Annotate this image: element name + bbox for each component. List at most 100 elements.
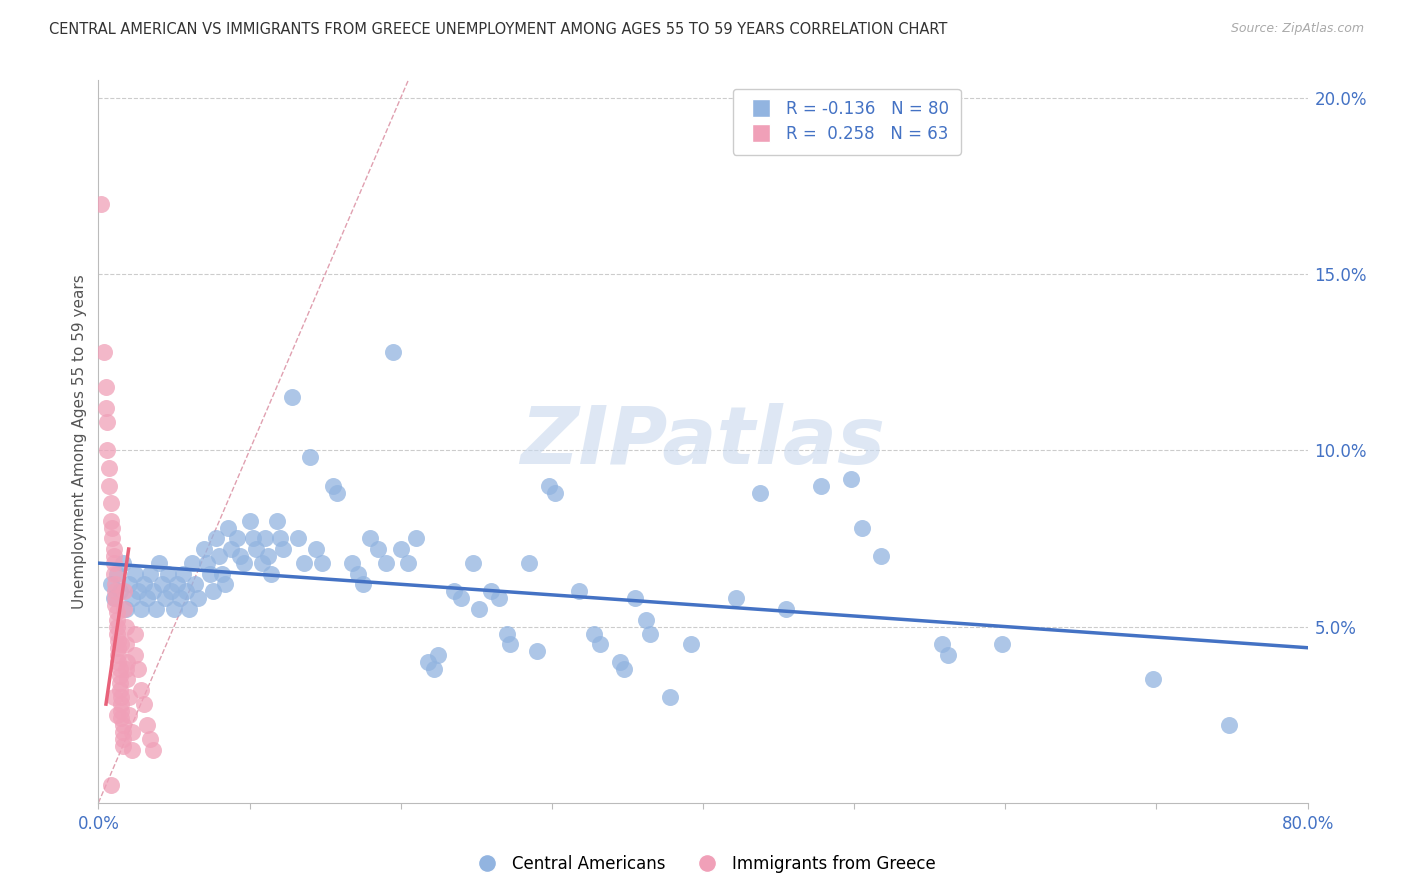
Point	[114, 619, 136, 633]
Point	[98, 461, 121, 475]
Point	[110, 637, 132, 651]
Point	[124, 648, 146, 662]
Point	[103, 566, 125, 581]
Point	[544, 485, 567, 500]
Point	[851, 521, 873, 535]
Point	[100, 778, 122, 792]
Point	[396, 556, 419, 570]
Point	[135, 591, 157, 606]
Point	[108, 662, 131, 676]
Point	[613, 662, 636, 676]
Point	[200, 566, 222, 581]
Point	[124, 626, 146, 640]
Point	[281, 391, 304, 405]
Point	[163, 602, 186, 616]
Point	[352, 577, 374, 591]
Point	[121, 743, 143, 757]
Point	[104, 584, 127, 599]
Point	[118, 690, 141, 704]
Point	[931, 637, 953, 651]
Point	[498, 637, 520, 651]
Point	[111, 725, 134, 739]
Point	[114, 602, 136, 616]
Point	[145, 602, 167, 616]
Point	[94, 401, 117, 415]
Point	[121, 591, 143, 606]
Point	[214, 577, 236, 591]
Point	[450, 591, 472, 606]
Point	[103, 591, 125, 606]
Point	[105, 707, 128, 722]
Point	[205, 532, 228, 546]
Point	[181, 556, 204, 570]
Point	[94, 380, 117, 394]
Point	[239, 514, 262, 528]
Point	[110, 711, 132, 725]
Point	[121, 725, 143, 739]
Point	[172, 566, 194, 581]
Point	[169, 591, 191, 606]
Point	[253, 532, 276, 546]
Point	[374, 556, 396, 570]
Point	[135, 718, 157, 732]
Point	[658, 690, 681, 704]
Point	[174, 584, 197, 599]
Text: ZIPatlas: ZIPatlas	[520, 402, 886, 481]
Point	[208, 549, 231, 563]
Point	[609, 655, 631, 669]
Point	[322, 478, 344, 492]
Point	[839, 471, 862, 485]
Point	[405, 532, 427, 546]
Point	[1142, 673, 1164, 687]
Point	[103, 542, 125, 557]
Point	[142, 743, 165, 757]
Point	[326, 485, 349, 500]
Point	[105, 613, 128, 627]
Point	[118, 577, 141, 591]
Point	[226, 532, 249, 546]
Point	[250, 556, 273, 570]
Point	[468, 602, 491, 616]
Point	[103, 690, 125, 704]
Point	[427, 648, 450, 662]
Point	[104, 591, 127, 606]
Point	[305, 542, 328, 557]
Point	[132, 697, 155, 711]
Point	[111, 556, 134, 570]
Point	[104, 599, 127, 613]
Point	[90, 196, 112, 211]
Point	[105, 626, 128, 640]
Point	[870, 549, 893, 563]
Point	[287, 532, 309, 546]
Point	[193, 542, 215, 557]
Point	[105, 619, 128, 633]
Point	[749, 485, 772, 500]
Legend: R = -0.136   N = 80, R =  0.258   N = 63: R = -0.136 N = 80, R = 0.258 N = 63	[733, 88, 960, 154]
Point	[229, 549, 252, 563]
Point	[166, 577, 188, 591]
Point	[481, 584, 503, 599]
Point	[211, 566, 233, 581]
Point	[139, 732, 162, 747]
Point	[100, 496, 122, 510]
Point	[256, 549, 278, 563]
Point	[271, 542, 294, 557]
Point	[725, 591, 748, 606]
Point	[107, 655, 129, 669]
Point	[589, 637, 612, 651]
Point	[100, 577, 122, 591]
Point	[107, 640, 129, 655]
Point	[382, 344, 405, 359]
Point	[108, 676, 131, 690]
Point	[292, 556, 315, 570]
Text: CENTRAL AMERICAN VS IMMIGRANTS FROM GREECE UNEMPLOYMENT AMONG AGES 55 TO 59 YEAR: CENTRAL AMERICAN VS IMMIGRANTS FROM GREE…	[49, 22, 948, 37]
Y-axis label: Unemployment Among Ages 55 to 59 years: Unemployment Among Ages 55 to 59 years	[72, 274, 87, 609]
Point	[217, 521, 239, 535]
Point	[98, 478, 121, 492]
Point	[360, 532, 382, 546]
Point	[114, 637, 136, 651]
Point	[142, 584, 165, 599]
Point	[148, 556, 170, 570]
Point	[93, 344, 115, 359]
Point	[347, 566, 370, 581]
